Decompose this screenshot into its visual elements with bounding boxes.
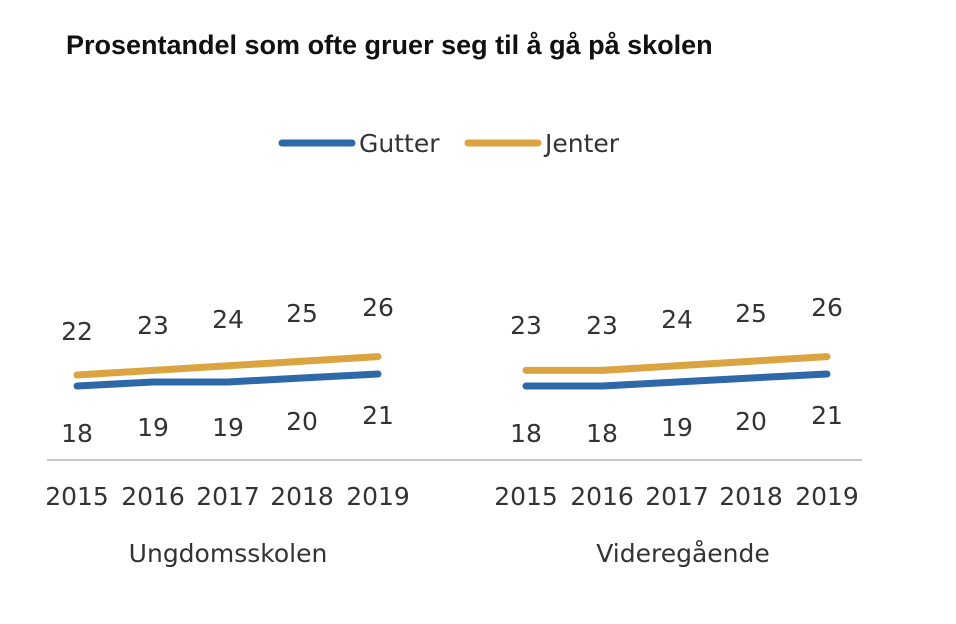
series-line-gutter <box>73 370 382 390</box>
x-tick-label: 2015 <box>494 482 558 511</box>
legend-label-jenter: Jenter <box>543 129 620 158</box>
series-line-gutter <box>522 370 831 390</box>
series-line-jenter <box>522 353 831 374</box>
data-label-jenter: 23 <box>586 311 618 340</box>
data-label-gutter: 21 <box>811 401 843 430</box>
x-tick-label: 2016 <box>121 482 185 511</box>
series-line-jenter <box>73 353 382 379</box>
data-label-jenter: 24 <box>212 305 244 334</box>
data-label-gutter: 20 <box>286 407 318 436</box>
data-label-jenter: 25 <box>735 299 767 328</box>
data-label-jenter: 26 <box>811 293 843 322</box>
x-tick-label: 2018 <box>719 482 783 511</box>
x-tick-label: 2015 <box>45 482 109 511</box>
legend: Gutter Jenter <box>278 129 620 158</box>
data-label-gutter: 19 <box>137 413 169 442</box>
data-label-gutter: 19 <box>661 413 693 442</box>
panel-1: 18 19 19 20 21 22 23 24 25 26 2015 2016 2017 2018 2019… <box>45 293 410 568</box>
data-label-gutter: 18 <box>586 419 618 448</box>
data-label-gutter: 18 <box>510 419 542 448</box>
chart-title: Prosentandel som ofte gruer seg til å gå… <box>66 30 713 60</box>
data-label-gutter: 19 <box>212 413 244 442</box>
x-tick-label: 2018 <box>270 482 334 511</box>
x-tick-label: 2017 <box>196 482 260 511</box>
data-label-gutter: 21 <box>362 401 394 430</box>
data-label-jenter: 23 <box>137 311 169 340</box>
x-tick-label: 2019 <box>795 482 859 511</box>
x-tick-label: 2016 <box>570 482 634 511</box>
data-label-jenter: 25 <box>286 299 318 328</box>
x-tick-label: 2017 <box>645 482 709 511</box>
data-label-gutter: 18 <box>61 419 93 448</box>
legend-label-gutter: Gutter <box>359 129 440 158</box>
data-label-jenter: 24 <box>661 305 693 334</box>
group-label: Ungdomsskolen <box>129 539 328 568</box>
data-label-jenter: 23 <box>510 311 542 340</box>
data-label-gutter: 20 <box>735 407 767 436</box>
data-label-jenter: 22 <box>61 317 93 346</box>
group-label: Videregående <box>596 539 770 568</box>
x-tick-label: 2019 <box>346 482 410 511</box>
data-label-jenter: 26 <box>362 293 394 322</box>
panel-2: 18 18 19 20 21 23 23 24 25 26 2015 2016 2017 2018 2019… <box>494 293 859 568</box>
